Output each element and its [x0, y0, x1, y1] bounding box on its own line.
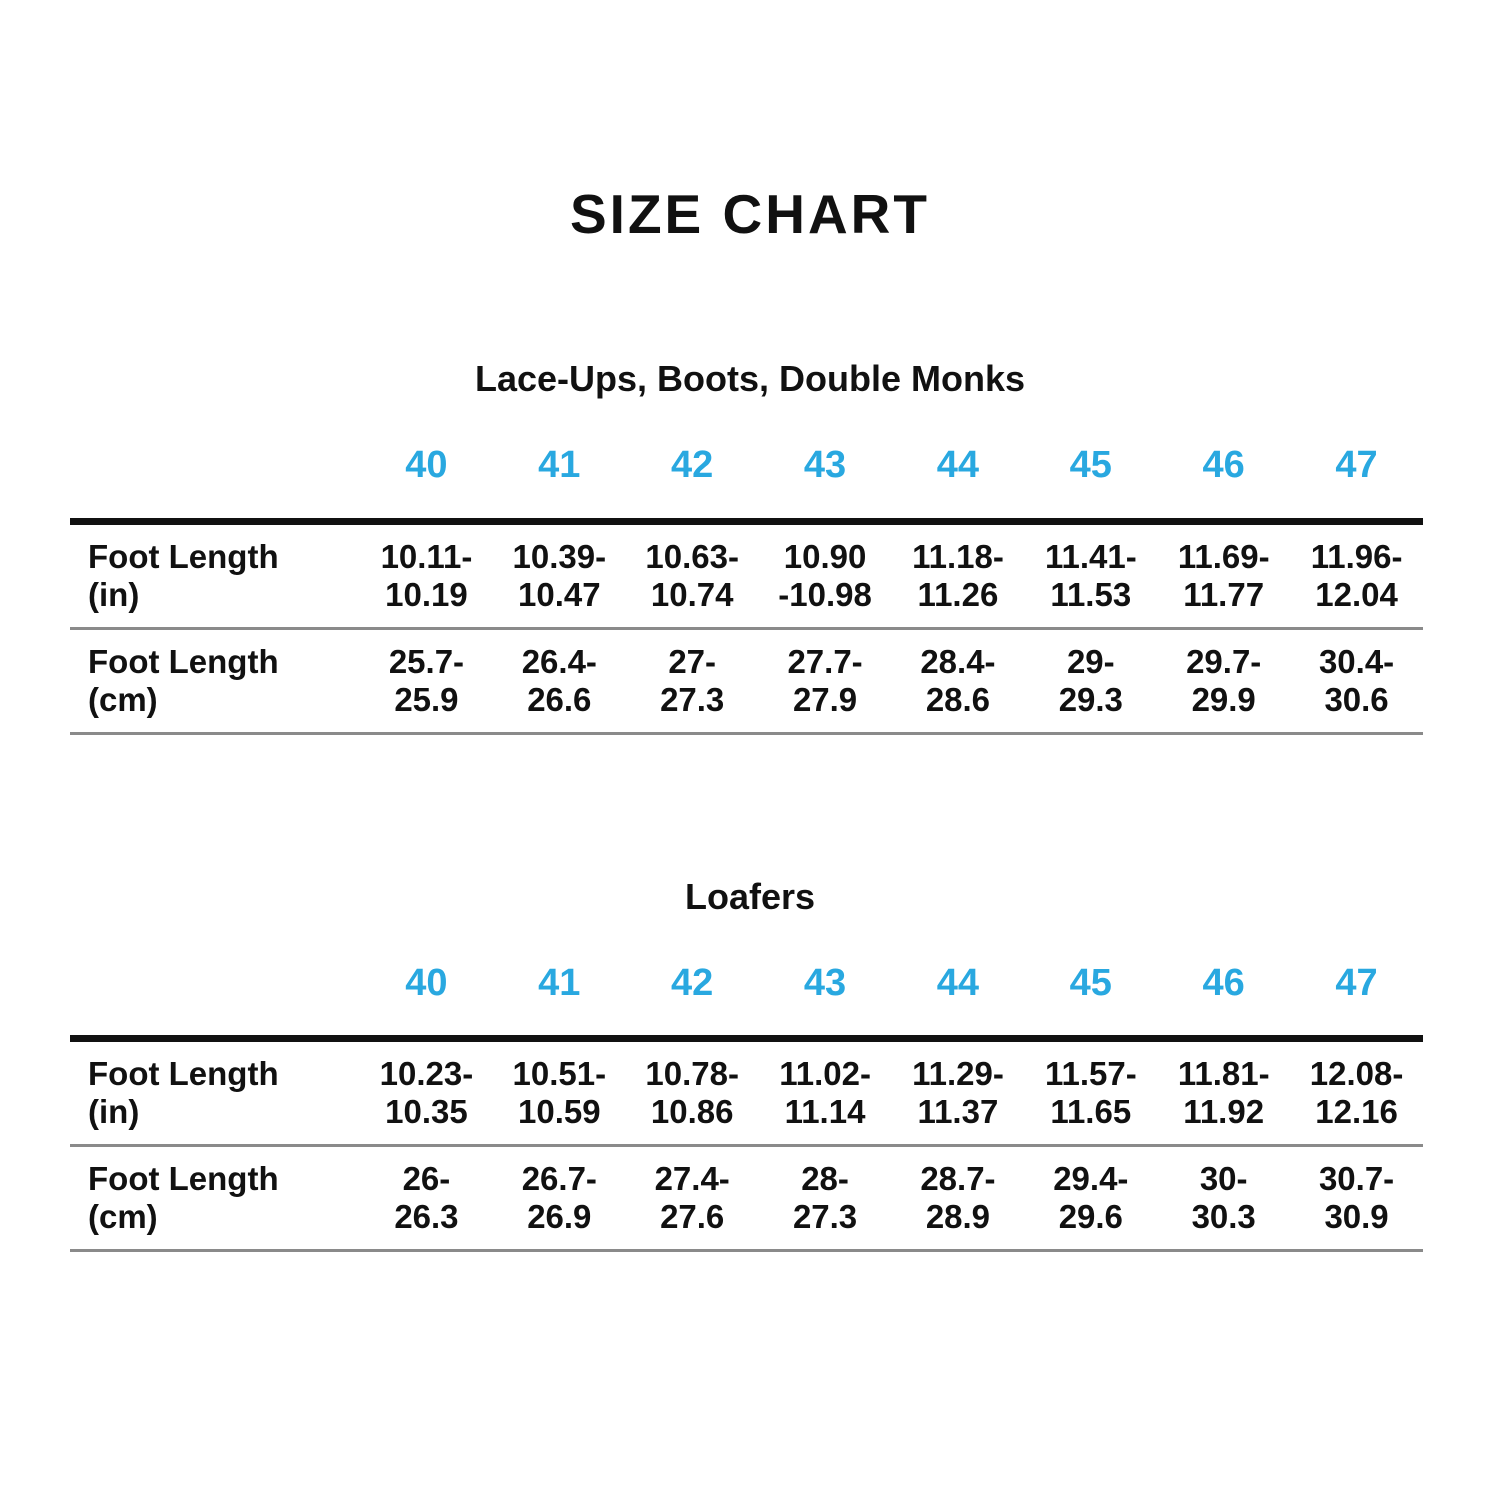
size-col-43: 43	[803, 962, 847, 1004]
row-label-cm: Foot Length (cm)	[88, 1160, 279, 1235]
size-col-40: 40	[405, 962, 448, 1004]
value-in-40: 10.23- 10.35	[379, 1055, 474, 1130]
size-col-44: 44	[936, 962, 980, 1004]
section-title-loafers: Loafers	[684, 876, 816, 917]
value-in-44: 11.29- 11.37	[912, 1055, 1004, 1130]
size-col-45: 45	[1069, 962, 1112, 1004]
size-col-47: 47	[1335, 444, 1378, 486]
value-in-43: 10.90 -10.98	[778, 538, 872, 613]
value-cm-41: 26.4- 26.6	[521, 643, 597, 718]
size-header-row-laceups: 40 41 42 43 44 45 46 47	[70, 446, 1423, 484]
value-cm-45: 29.4- 29.6	[1053, 1160, 1129, 1235]
size-col-45: 45	[1069, 444, 1112, 486]
value-cm-44: 28.4- 28.6	[920, 643, 996, 718]
value-in-46: 11.69- 11.77	[1177, 538, 1270, 613]
value-in-41: 10.51- 10.59	[512, 1055, 607, 1130]
value-in-42: 10.78- 10.86	[645, 1055, 739, 1130]
value-cm-47: 30.4- 30.6	[1318, 643, 1395, 718]
value-cm-41: 26.7- 26.9	[521, 1160, 597, 1235]
row-label-cm: Foot Length (cm)	[88, 643, 279, 718]
value-in-41: 10.39- 10.47	[512, 538, 607, 613]
value-cm-46: 30- 30.3	[1191, 1160, 1256, 1235]
size-col-44: 44	[936, 444, 980, 486]
size-col-40: 40	[405, 444, 448, 486]
size-header-row-loafers: 40 41 42 43 44 45 46 47	[70, 964, 1423, 1002]
value-cm-42: 27.4- 27.6	[654, 1160, 730, 1235]
table-row-inches: Foot Length (in) 10.23- 10.35 10.51- 10.…	[70, 1042, 1423, 1147]
value-cm-45: 29- 29.3	[1058, 643, 1123, 718]
value-in-46: 11.81- 11.92	[1177, 1055, 1270, 1130]
size-col-43: 43	[803, 444, 847, 486]
size-col-41: 41	[538, 444, 581, 486]
table-row-cm: Foot Length (cm) 26- 26.3 26.7- 26.9 27.…	[70, 1147, 1423, 1252]
size-table-laceups: Foot Length (in) 10.11- 10.19 10.39- 10.…	[70, 518, 1423, 735]
value-cm-43: 27.7- 27.9	[787, 643, 863, 718]
value-in-45: 11.57- 11.65	[1044, 1055, 1137, 1130]
value-cm-43: 28- 27.3	[792, 1160, 858, 1235]
value-cm-47: 30.7- 30.9	[1318, 1160, 1395, 1235]
row-label-inches: Foot Length (in)	[88, 538, 279, 613]
value-cm-42: 27- 27.3	[660, 643, 725, 718]
value-cm-40: 26- 26.3	[394, 1160, 459, 1235]
value-in-45: 11.41- 11.53	[1044, 538, 1137, 613]
size-col-46: 46	[1202, 444, 1245, 486]
value-cm-40: 25.7- 25.9	[388, 643, 465, 718]
size-col-42: 42	[671, 962, 714, 1004]
page-title: SIZE CHART	[570, 183, 930, 245]
value-in-40: 10.11- 10.19	[380, 538, 473, 613]
value-in-43: 11.02- 11.14	[779, 1055, 871, 1130]
section-title-laceups: Lace-Ups, Boots, Double Monks	[474, 358, 1026, 399]
table-row-inches: Foot Length (in) 10.11- 10.19 10.39- 10.…	[70, 525, 1423, 630]
size-col-42: 42	[671, 444, 714, 486]
row-label-inches: Foot Length (in)	[88, 1055, 279, 1130]
value-cm-44: 28.7- 28.9	[920, 1160, 996, 1235]
table-row-cm: Foot Length (cm) 25.7- 25.9 26.4- 26.6 2…	[70, 630, 1423, 735]
value-in-47: 12.08- 12.16	[1309, 1055, 1404, 1130]
size-col-41: 41	[538, 962, 581, 1004]
value-in-42: 10.63- 10.74	[645, 538, 739, 613]
size-table-loafers: Foot Length (in) 10.23- 10.35 10.51- 10.…	[70, 1035, 1423, 1252]
value-in-47: 11.96- 12.04	[1310, 538, 1403, 613]
size-col-47: 47	[1335, 962, 1378, 1004]
value-cm-46: 29.7- 29.9	[1186, 643, 1262, 718]
value-in-44: 11.18- 11.26	[912, 538, 1004, 613]
size-col-46: 46	[1202, 962, 1245, 1004]
